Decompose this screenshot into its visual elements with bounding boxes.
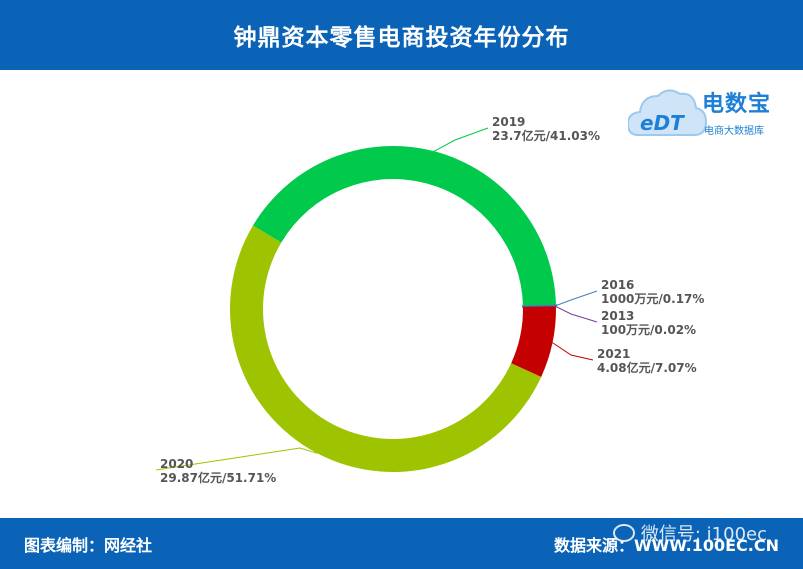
footer-source: 数据来源：WWW.100EC.CN (553, 536, 779, 555)
wechat-icon (612, 524, 635, 542)
slice-label-year-2019: 2019 (492, 115, 525, 129)
slice-label-year-2021: 2021 (597, 347, 630, 361)
slice-label-value-2019: 23.7亿元/41.03% (492, 128, 600, 143)
leader-line-2019 (433, 127, 489, 152)
leader-line-2020 (155, 447, 318, 471)
logo-mark: eDT (640, 111, 685, 135)
slice-label-value-2016: 1000万元/0.17% (601, 292, 704, 306)
cloud-logo-icon: eDT (626, 89, 708, 136)
slice-2020 (229, 225, 542, 472)
chart-header: 钟鼎资本零售电商投资年份分布 (0, 0, 803, 70)
slice-2019 (252, 145, 556, 306)
leader-line-2021 (552, 342, 594, 361)
slice-label-year-2016: 2016 (601, 278, 634, 292)
edt-logo: eDT 电数宝 电商大数据库 (626, 80, 798, 150)
leader-line-2016 (555, 290, 598, 307)
slice-label-value-2021: 4.08亿元/7.07% (597, 360, 697, 375)
slice-label-value-2020: 29.87亿元/51.71% (160, 470, 276, 485)
slice-label-year-2013: 2013 (601, 309, 634, 323)
wechat-id: 微信号: i100ec (640, 524, 767, 545)
logo-brand: 电数宝 (702, 92, 772, 117)
leader-line-2013 (555, 306, 598, 323)
logo-subtitle: 电商大数据库 (704, 126, 764, 137)
slice-label-value-2013: 100万元/0.02% (601, 323, 696, 337)
footer-compiler: 图表编制：网经社 (24, 536, 153, 555)
slice-2021 (511, 306, 556, 377)
footer-bar: 图表编制：网经社 数据来源：WWW.100EC.CN (0, 518, 803, 569)
wechat-watermark: 微信号: i100ec (612, 520, 767, 546)
chart-title: 钟鼎资本零售电商投资年份分布 (233, 25, 570, 51)
slice-label-year-2020: 2020 (160, 457, 193, 471)
